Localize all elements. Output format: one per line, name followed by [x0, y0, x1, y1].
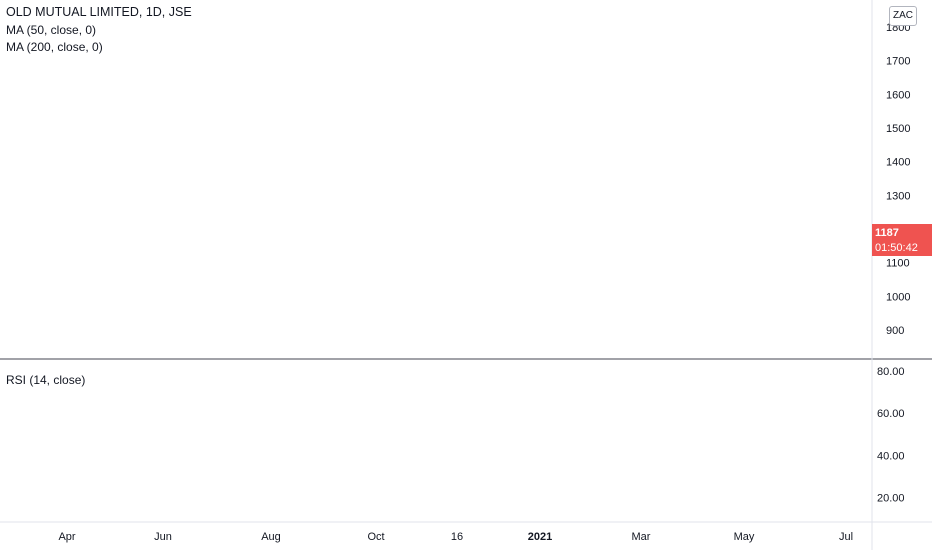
price-tick-label: 1500: [886, 123, 910, 135]
time-tick-label: Apr: [58, 531, 75, 543]
price-tick-label: 1100: [886, 258, 910, 270]
time-tick-label: May: [734, 531, 755, 543]
bar-countdown: 01:50:42: [875, 242, 918, 254]
time-tick-label: Jun: [154, 531, 172, 543]
symbol-title: OLD MUTUAL LIMITED, 1D, JSE: [6, 5, 192, 19]
time-tick-label: Oct: [367, 531, 384, 543]
time-tick-label: Aug: [261, 531, 281, 543]
price-tick-label: 1300: [886, 190, 910, 202]
ma50-legend: MA (50, close, 0): [6, 23, 97, 37]
time-tick-label: Mar: [632, 531, 651, 543]
price-tick-label: 1400: [886, 157, 910, 169]
rsi-legend: RSI (14, close): [6, 373, 86, 387]
rsi-tick-label: 40.00: [877, 450, 905, 462]
price-tick-label: 1600: [886, 89, 910, 101]
time-tick-label: Jul: [839, 531, 853, 543]
last-price-badge: 1187 01:50:42: [872, 224, 932, 256]
time-tick-label: 16: [451, 531, 463, 543]
price-tick-label: 1000: [886, 291, 910, 303]
rsi-tick-label: 60.00: [877, 408, 905, 420]
last-price-value: 1187: [875, 227, 899, 239]
rsi-tick-label: 80.00: [877, 366, 905, 378]
currency-badge[interactable]: ZAC: [889, 6, 917, 26]
price-tick-label: 900: [886, 325, 904, 337]
ma200-legend: MA (200, close, 0): [6, 40, 103, 54]
rsi-tick-label: 20.00: [877, 492, 905, 504]
time-tick-label: 2021: [528, 531, 552, 543]
price-tick-label: 1700: [886, 56, 910, 68]
